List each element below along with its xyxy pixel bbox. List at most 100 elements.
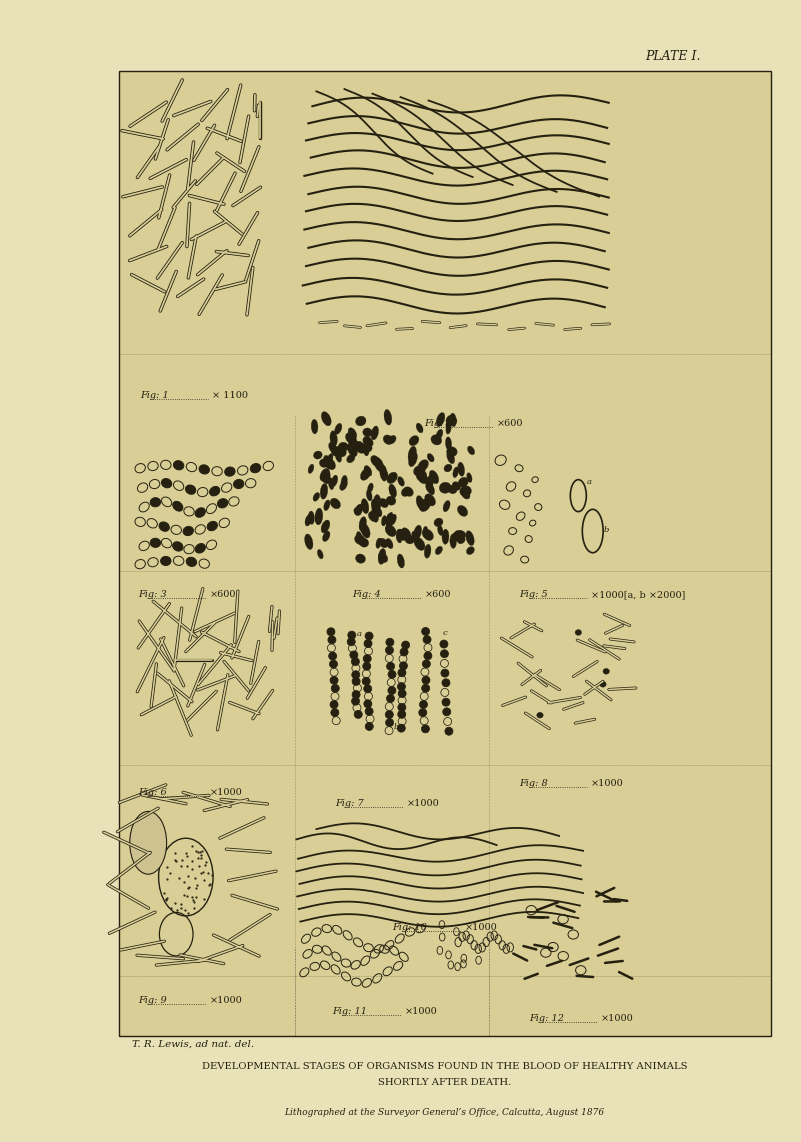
Ellipse shape	[331, 709, 339, 717]
Text: Fig: 10: Fig: 10	[392, 923, 428, 932]
Ellipse shape	[354, 710, 362, 718]
Ellipse shape	[453, 467, 458, 477]
Ellipse shape	[446, 418, 453, 428]
Ellipse shape	[387, 472, 397, 483]
Ellipse shape	[445, 727, 453, 735]
Text: Fig: 2: Fig: 2	[425, 419, 453, 428]
Ellipse shape	[173, 541, 183, 552]
Ellipse shape	[379, 498, 388, 508]
Ellipse shape	[352, 658, 360, 666]
Ellipse shape	[397, 476, 405, 486]
Ellipse shape	[313, 492, 320, 501]
Ellipse shape	[335, 424, 342, 434]
Ellipse shape	[373, 506, 382, 517]
Ellipse shape	[388, 484, 396, 498]
Ellipse shape	[320, 459, 328, 467]
Ellipse shape	[308, 464, 314, 474]
Ellipse shape	[187, 557, 196, 566]
Text: c: c	[443, 629, 448, 637]
Ellipse shape	[317, 549, 323, 558]
Ellipse shape	[313, 451, 322, 459]
Ellipse shape	[424, 652, 432, 660]
Ellipse shape	[330, 498, 340, 509]
Text: ×1000: ×1000	[591, 779, 624, 788]
Text: ×1000: ×1000	[465, 923, 497, 932]
Ellipse shape	[374, 458, 384, 472]
Text: a: a	[356, 630, 361, 638]
Ellipse shape	[421, 725, 429, 733]
Ellipse shape	[431, 435, 441, 445]
Ellipse shape	[380, 465, 387, 481]
Ellipse shape	[321, 520, 330, 533]
Ellipse shape	[386, 694, 394, 702]
Ellipse shape	[315, 508, 323, 525]
Ellipse shape	[360, 523, 370, 538]
Ellipse shape	[355, 504, 363, 515]
Ellipse shape	[186, 485, 195, 494]
Ellipse shape	[382, 472, 388, 481]
Text: Fig: 5: Fig: 5	[519, 590, 548, 600]
Ellipse shape	[251, 464, 260, 473]
Ellipse shape	[390, 514, 396, 525]
Ellipse shape	[363, 436, 373, 447]
Ellipse shape	[304, 534, 313, 549]
Ellipse shape	[305, 514, 312, 526]
Ellipse shape	[396, 533, 402, 542]
Ellipse shape	[347, 455, 355, 463]
Ellipse shape	[328, 652, 336, 660]
Ellipse shape	[466, 547, 474, 555]
Ellipse shape	[321, 474, 330, 483]
Ellipse shape	[337, 449, 346, 457]
Ellipse shape	[388, 686, 396, 694]
Ellipse shape	[462, 491, 470, 499]
Ellipse shape	[452, 482, 461, 490]
Text: Fig: 12: Fig: 12	[529, 1014, 564, 1023]
Ellipse shape	[418, 459, 429, 472]
Ellipse shape	[437, 412, 445, 426]
Ellipse shape	[356, 416, 366, 426]
Ellipse shape	[332, 684, 340, 692]
Ellipse shape	[409, 452, 417, 467]
Ellipse shape	[363, 443, 372, 452]
Ellipse shape	[225, 467, 235, 476]
Ellipse shape	[371, 456, 380, 467]
Ellipse shape	[368, 483, 373, 493]
Text: b: b	[394, 723, 399, 731]
Ellipse shape	[386, 496, 396, 505]
Ellipse shape	[458, 531, 466, 538]
Text: Fig: 3: Fig: 3	[138, 590, 167, 600]
Ellipse shape	[210, 486, 219, 496]
Ellipse shape	[404, 486, 413, 497]
Ellipse shape	[364, 466, 372, 476]
Text: ×1000: ×1000	[210, 788, 243, 797]
Ellipse shape	[419, 709, 427, 717]
Ellipse shape	[386, 638, 394, 646]
Ellipse shape	[408, 447, 417, 463]
Ellipse shape	[422, 529, 433, 540]
Ellipse shape	[376, 538, 381, 548]
Ellipse shape	[441, 650, 449, 658]
Ellipse shape	[363, 443, 369, 456]
Ellipse shape	[401, 488, 411, 497]
Ellipse shape	[371, 499, 379, 513]
Ellipse shape	[457, 463, 465, 476]
Ellipse shape	[159, 522, 169, 531]
Ellipse shape	[405, 534, 414, 544]
Ellipse shape	[330, 431, 337, 447]
Ellipse shape	[379, 538, 388, 548]
Ellipse shape	[383, 435, 393, 444]
Ellipse shape	[365, 632, 373, 640]
Ellipse shape	[385, 710, 393, 718]
Ellipse shape	[458, 477, 469, 488]
Ellipse shape	[446, 447, 457, 457]
Text: ×600: ×600	[497, 419, 523, 428]
Ellipse shape	[183, 526, 193, 536]
Ellipse shape	[398, 690, 406, 698]
Ellipse shape	[412, 531, 417, 542]
Ellipse shape	[330, 700, 338, 708]
Ellipse shape	[371, 426, 379, 440]
Text: Fig: 7: Fig: 7	[335, 799, 364, 809]
Ellipse shape	[449, 418, 457, 425]
Ellipse shape	[381, 515, 387, 526]
Text: Lithographed at the Surveyor General’s Office, Calcutta, August 1876: Lithographed at the Surveyor General’s O…	[284, 1108, 605, 1117]
